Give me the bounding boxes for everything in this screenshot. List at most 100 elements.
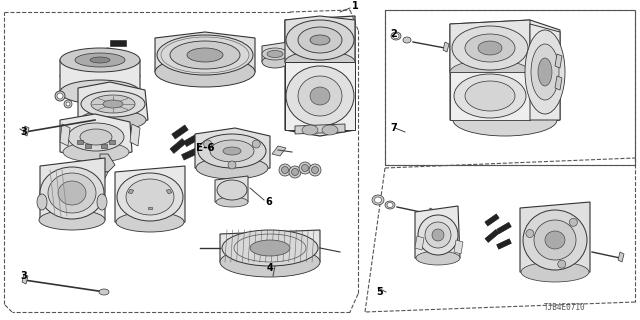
Text: 7: 7 <box>390 123 397 133</box>
Ellipse shape <box>58 181 86 205</box>
Polygon shape <box>182 148 198 160</box>
Ellipse shape <box>66 102 70 106</box>
Ellipse shape <box>68 123 124 151</box>
Polygon shape <box>450 72 530 120</box>
Polygon shape <box>60 54 140 98</box>
Ellipse shape <box>289 166 301 178</box>
Polygon shape <box>285 16 355 136</box>
Text: 3: 3 <box>20 127 27 137</box>
Ellipse shape <box>250 240 290 256</box>
Ellipse shape <box>454 74 526 118</box>
Polygon shape <box>128 189 134 194</box>
Ellipse shape <box>97 194 107 210</box>
Ellipse shape <box>322 125 338 135</box>
Polygon shape <box>115 166 185 228</box>
Ellipse shape <box>60 48 140 72</box>
Polygon shape <box>101 144 107 148</box>
Ellipse shape <box>90 57 110 63</box>
Ellipse shape <box>309 164 321 176</box>
Ellipse shape <box>374 197 381 203</box>
Polygon shape <box>497 222 511 234</box>
Polygon shape <box>130 124 140 146</box>
Ellipse shape <box>302 125 318 135</box>
Ellipse shape <box>198 134 266 168</box>
Ellipse shape <box>170 41 240 69</box>
Ellipse shape <box>80 129 112 145</box>
Polygon shape <box>450 20 530 78</box>
Polygon shape <box>555 76 562 90</box>
Ellipse shape <box>204 140 212 148</box>
Polygon shape <box>110 40 126 46</box>
Ellipse shape <box>48 173 96 213</box>
Ellipse shape <box>216 197 248 207</box>
Ellipse shape <box>223 147 241 155</box>
Polygon shape <box>428 208 434 218</box>
Polygon shape <box>618 252 624 262</box>
Ellipse shape <box>117 173 183 221</box>
Polygon shape <box>77 140 83 144</box>
Polygon shape <box>23 126 29 136</box>
Ellipse shape <box>531 44 559 100</box>
Text: 3: 3 <box>20 271 27 281</box>
Ellipse shape <box>310 35 330 45</box>
Ellipse shape <box>262 48 288 60</box>
Ellipse shape <box>534 220 576 260</box>
Polygon shape <box>497 239 511 249</box>
Ellipse shape <box>81 91 145 117</box>
Polygon shape <box>22 274 28 284</box>
Ellipse shape <box>63 142 129 162</box>
Polygon shape <box>170 139 186 154</box>
Text: 2: 2 <box>390 29 397 39</box>
Ellipse shape <box>310 87 330 105</box>
Ellipse shape <box>526 229 534 237</box>
Polygon shape <box>100 154 115 172</box>
Ellipse shape <box>217 180 247 200</box>
Ellipse shape <box>37 194 47 210</box>
Ellipse shape <box>450 60 530 84</box>
Polygon shape <box>295 124 345 134</box>
Polygon shape <box>220 230 320 268</box>
Ellipse shape <box>75 53 125 67</box>
Ellipse shape <box>155 57 255 87</box>
Polygon shape <box>272 146 286 156</box>
Ellipse shape <box>403 37 411 43</box>
Ellipse shape <box>116 212 184 232</box>
Ellipse shape <box>91 95 135 113</box>
Ellipse shape <box>312 166 319 173</box>
Polygon shape <box>148 207 152 209</box>
Text: TJB4E0710: TJB4E0710 <box>544 303 586 312</box>
Ellipse shape <box>416 251 460 265</box>
Ellipse shape <box>432 229 444 241</box>
Ellipse shape <box>157 35 253 75</box>
Ellipse shape <box>286 66 354 126</box>
Ellipse shape <box>298 27 342 53</box>
Polygon shape <box>78 82 148 126</box>
Ellipse shape <box>453 104 557 136</box>
Polygon shape <box>109 140 115 144</box>
Ellipse shape <box>105 50 111 54</box>
Ellipse shape <box>570 218 577 226</box>
Ellipse shape <box>285 51 355 73</box>
Ellipse shape <box>126 179 174 215</box>
Text: 1: 1 <box>352 1 359 11</box>
Polygon shape <box>68 182 80 192</box>
Text: 6: 6 <box>265 197 272 207</box>
Ellipse shape <box>103 48 113 56</box>
Ellipse shape <box>478 41 502 55</box>
Ellipse shape <box>391 32 401 40</box>
Text: E-6: E-6 <box>196 143 214 153</box>
Ellipse shape <box>222 230 318 266</box>
Ellipse shape <box>301 164 308 172</box>
Polygon shape <box>285 16 355 68</box>
Polygon shape <box>60 114 132 158</box>
Ellipse shape <box>425 222 451 248</box>
Ellipse shape <box>393 34 399 38</box>
Polygon shape <box>415 236 424 250</box>
Ellipse shape <box>39 210 105 230</box>
Polygon shape <box>450 20 560 126</box>
Ellipse shape <box>60 64 140 88</box>
Bar <box>385 10 635 165</box>
Ellipse shape <box>64 100 72 108</box>
Ellipse shape <box>99 289 109 295</box>
Ellipse shape <box>55 91 65 101</box>
